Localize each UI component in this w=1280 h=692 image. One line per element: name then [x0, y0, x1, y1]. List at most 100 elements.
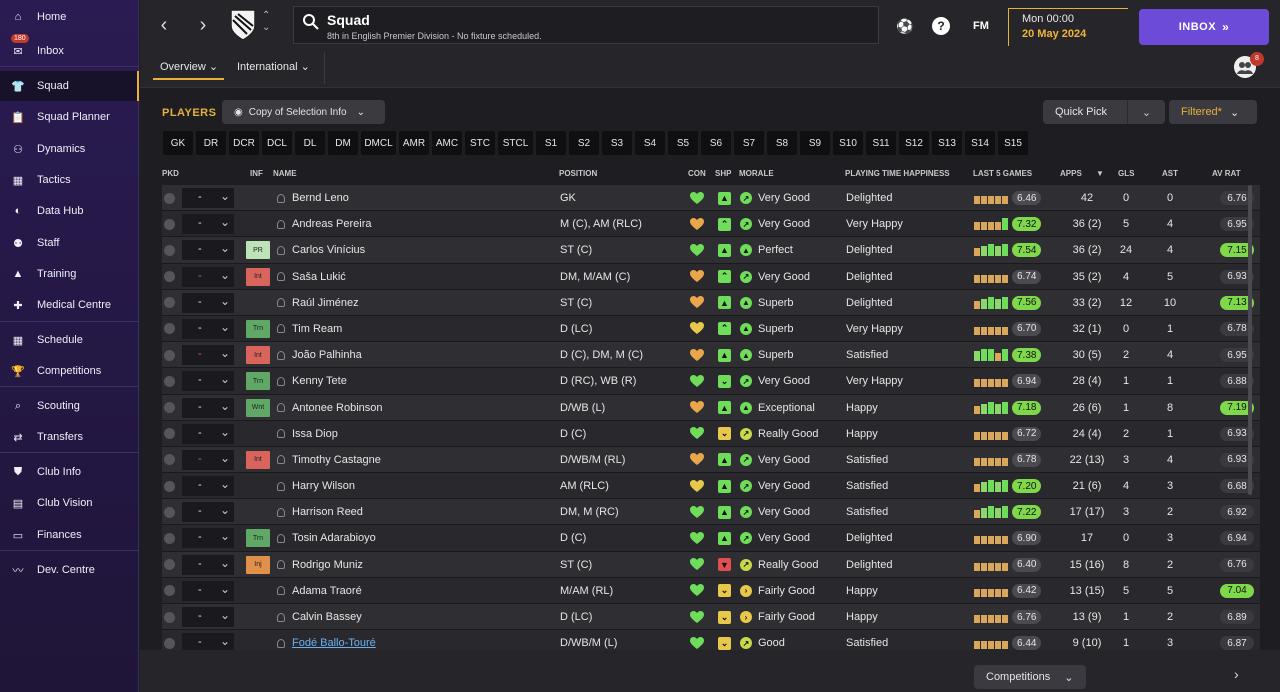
selection-dropdown[interactable]: - ⌄: [182, 318, 234, 339]
pkd-check-icon[interactable]: [164, 244, 175, 256]
selection-dropdown[interactable]: - ⌄: [182, 554, 234, 575]
player-name-cell[interactable]: Bernd Leno: [277, 185, 349, 211]
last-5-cell[interactable]: 6.74: [974, 264, 1042, 290]
player-name-cell[interactable]: Timothy Castagne: [277, 447, 381, 473]
pkd-cell[interactable]: [164, 264, 175, 290]
position-filter-s8[interactable]: S8: [767, 131, 797, 155]
col-inf[interactable]: INF: [250, 169, 263, 178]
pkd-check-icon[interactable]: [164, 349, 175, 361]
club-switch-arrows[interactable]: ⌃ ⌄: [262, 10, 271, 33]
selection-dropdown[interactable]: - ⌄: [182, 266, 234, 287]
table-row[interactable]: - ⌄ Bernd Leno GK ▲ ↗ Very Good Delighted 6.46 42…: [162, 185, 1260, 212]
player-name-cell[interactable]: Harrison Reed: [277, 499, 363, 525]
help-icon[interactable]: ?: [932, 17, 950, 35]
selection-dropdown[interactable]: - ⌄: [182, 397, 234, 418]
sidebar-item-transfers[interactable]: ⇄ Transfers: [0, 422, 139, 452]
selection-dropdown[interactable]: - ⌄: [182, 502, 234, 523]
table-row[interactable]: - ⌄ Raúl Jiménez ST (C) ▲ ▲ Superb Delighted 7.5…: [162, 289, 1260, 316]
player-name[interactable]: João Palhinha: [292, 349, 362, 362]
table-row[interactable]: - ⌄ Andreas Pereira M (C), AM (RLC) ⌃ ↗ Very G…: [162, 211, 1260, 238]
competitions-button[interactable]: Competitions ⌄: [974, 665, 1086, 689]
info-tag[interactable]: Int: [246, 450, 270, 469]
info-tag[interactable]: Trn: [246, 372, 270, 391]
selection-dropdown[interactable]: - ⌄: [182, 607, 234, 627]
player-name[interactable]: Andreas Pereira: [292, 218, 372, 231]
club-crest-icon[interactable]: [229, 8, 257, 42]
position-filter-dcr[interactable]: DCR: [229, 131, 259, 155]
table-row[interactable]: - ⌄ Trn Tim Ream D (LC) ⌃ ▲ Superb Very Happy 6.7…: [162, 315, 1260, 343]
sidebar-item-tactics[interactable]: ▦ Tactics: [0, 165, 139, 195]
sidebar-item-squad[interactable]: 👕 Squad: [0, 71, 139, 101]
pkd-cell[interactable]: [164, 342, 175, 368]
col-last-5[interactable]: LAST 5 GAMES: [973, 169, 1033, 178]
pkd-check-icon[interactable]: [164, 375, 175, 387]
selection-dropdown[interactable]: - ⌄: [182, 240, 234, 261]
pkd-check-icon[interactable]: [164, 585, 175, 597]
player-name-cell[interactable]: Calvin Bassey: [277, 604, 362, 630]
col-name[interactable]: NAME: [273, 169, 297, 178]
page-title-box[interactable]: Squad 8th in English Premier Division - …: [293, 6, 879, 44]
selection-dropdown[interactable]: - ⌄: [182, 188, 234, 208]
pkd-cell[interactable]: [164, 604, 175, 630]
selection-dropdown[interactable]: - ⌄: [182, 449, 234, 470]
player-name[interactable]: Raúl Jiménez: [292, 296, 359, 309]
player-name-cell[interactable]: Adama Traoré: [277, 578, 362, 604]
last-5-cell[interactable]: 7.38: [974, 342, 1042, 368]
pkd-check-icon[interactable]: [164, 192, 175, 204]
quick-pick-dropdown[interactable]: ⌄: [1127, 100, 1165, 124]
pkd-cell[interactable]: [164, 421, 175, 447]
player-name[interactable]: Saša Lukić: [292, 270, 346, 283]
tab-overview[interactable]: Overview ⌄: [160, 61, 219, 73]
pkd-check-icon[interactable]: [164, 637, 175, 649]
quick-pick-button[interactable]: Quick Pick: [1043, 100, 1165, 124]
position-filter-s11[interactable]: S11: [866, 131, 896, 155]
selection-dropdown[interactable]: - ⌄: [182, 292, 234, 313]
position-filter-s3[interactable]: S3: [602, 131, 632, 155]
pkd-check-icon[interactable]: [164, 532, 175, 544]
pkd-cell[interactable]: [164, 290, 175, 316]
sidebar-item-competitions[interactable]: 🏆 Competitions: [0, 356, 139, 386]
player-name[interactable]: Harrison Reed: [292, 506, 363, 519]
player-name-cell[interactable]: Raúl Jiménez: [277, 290, 359, 316]
table-row[interactable]: - ⌄ Harry Wilson AM (RLC) ▲ ↗ Very Good Satisfi…: [162, 473, 1260, 500]
player-name-cell[interactable]: Issa Diop: [277, 421, 338, 447]
col-ast[interactable]: AST: [1162, 169, 1178, 178]
position-filter-amr[interactable]: AMR: [399, 131, 429, 155]
position-filter-s15[interactable]: S15: [998, 131, 1028, 155]
sidebar-item-schedule[interactable]: ▦ Schedule: [0, 325, 139, 355]
pkd-check-icon[interactable]: [164, 428, 175, 440]
player-name[interactable]: Harry Wilson: [292, 480, 355, 493]
player-name-cell[interactable]: Andreas Pereira: [277, 211, 372, 237]
table-row[interactable]: - ⌄ Trn Tosin Adarabioyo D (C) ▲ ↗ Very Good Del…: [162, 525, 1260, 552]
position-filter-stc[interactable]: STC: [465, 131, 495, 155]
position-filter-dr[interactable]: DR: [196, 131, 226, 155]
last-5-cell[interactable]: 7.54: [974, 237, 1042, 263]
pkd-cell[interactable]: [164, 368, 175, 394]
last-5-cell[interactable]: 7.18: [974, 395, 1042, 421]
pkd-check-icon[interactable]: [164, 480, 175, 492]
pkd-cell[interactable]: [164, 185, 175, 211]
position-filter-s5[interactable]: S5: [668, 131, 698, 155]
pkd-cell[interactable]: [164, 447, 175, 473]
last-5-cell[interactable]: 7.22: [974, 499, 1042, 525]
sidebar-item-staff[interactable]: ⚉ Staff: [0, 228, 139, 258]
player-name-cell[interactable]: Tim Ream: [277, 316, 342, 342]
position-filter-s6[interactable]: S6: [701, 131, 731, 155]
position-filter-stcl[interactable]: STCL: [498, 131, 533, 155]
selection-dropdown[interactable]: - ⌄: [182, 633, 234, 654]
pkd-check-icon[interactable]: [164, 323, 175, 335]
info-tag[interactable]: Int: [246, 346, 270, 365]
pkd-check-icon[interactable]: [164, 454, 175, 466]
info-tag[interactable]: Int: [246, 267, 270, 286]
pkd-cell[interactable]: [164, 237, 175, 263]
position-filter-s4[interactable]: S4: [635, 131, 665, 155]
copy-selection-button[interactable]: ◉ Copy of Selection Info ⌄: [222, 100, 385, 124]
pkd-cell[interactable]: [164, 395, 175, 421]
pkd-cell[interactable]: [164, 499, 175, 525]
last-5-cell[interactable]: 7.32: [974, 211, 1042, 237]
table-row[interactable]: - ⌄ Adama Traoré M/AM (RL) ⌄ › Fairly Good Happ…: [162, 577, 1260, 604]
filter-button[interactable]: Filtered* ⌄: [1169, 100, 1257, 124]
player-name[interactable]: Tim Ream: [292, 322, 343, 335]
col-playing-time[interactable]: PLAYING TIME HAPPINESS: [845, 169, 950, 178]
selection-dropdown[interactable]: - ⌄: [182, 345, 234, 366]
